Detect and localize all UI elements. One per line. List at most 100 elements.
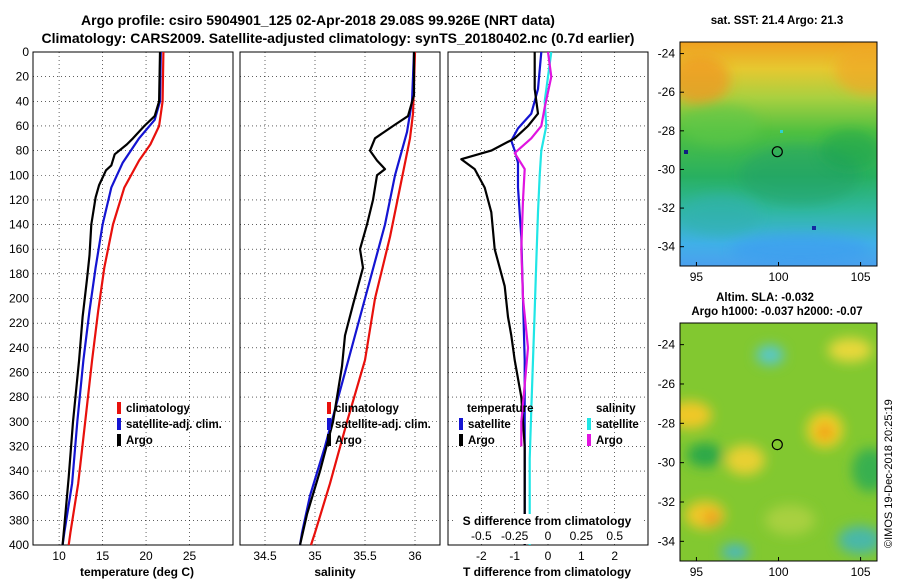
series-satellite-adj-clim- (61, 51, 162, 546)
salinity-legend: climatology satellite-adj. clim. Argo (327, 402, 431, 447)
lat-tick-label: -32 (658, 201, 676, 215)
legend-swatch-climatology (117, 402, 121, 414)
s-difference-tick-labels: -0.5 -0.25 0 0.25 0.5 (471, 529, 623, 543)
depth-tick-label: 0 (22, 45, 29, 59)
legend-swatch-t-argo (459, 434, 463, 446)
depth-tick-label: 80 (16, 144, 30, 158)
x-tick-label: 35.5 (353, 549, 377, 563)
temperature-tick-labels: 10 15 20 25 (52, 549, 196, 563)
depth-tick-label: 320 (9, 439, 29, 453)
depth-tick-labels: 0 20 40 60 80 100 120 140 160 180 200 220 240 260 280 3… (9, 45, 29, 552)
lat-tick-label: -32 (658, 495, 676, 509)
depth-tick-label: 20 (16, 70, 30, 84)
s-tick-label: 0.25 (570, 529, 594, 543)
series-s-satellite (528, 51, 553, 545)
s-tick-label: -0.5 (471, 529, 492, 543)
legend-label-climatology: climatology (335, 403, 400, 415)
series-argo (298, 52, 416, 546)
argo-location-marker (771, 439, 783, 451)
lat-tick-label: -26 (658, 85, 676, 99)
lat-tick-label: -24 (658, 47, 676, 61)
title-line-1: Argo profile: csiro 5904901_125 02-Apr-2… (81, 12, 555, 28)
series-satellite-adj-clim- (298, 51, 416, 546)
legend-label-satellite-adj: satellite-adj. clim. (335, 419, 431, 431)
x-tick-label: 20 (139, 549, 153, 563)
lon-tick-label: 105 (851, 270, 871, 284)
x-tick-label: -2 (476, 549, 487, 563)
series-t-satellite (510, 51, 543, 545)
depth-tick-label: 200 (9, 292, 29, 306)
sla-map-ticks: 95 100 105 -24 -26 -28 -30 -32 -34 (658, 338, 871, 579)
depth-tick-label: 60 (16, 119, 30, 133)
sst-map-image (680, 42, 877, 266)
depth-tick-label: 380 (9, 513, 29, 527)
lat-tick-label: -34 (658, 240, 676, 254)
lon-tick-label: 105 (851, 565, 871, 579)
difference-series (460, 51, 553, 545)
sst-map-ticks: 95 100 105 -24 -26 -28 -30 -32 -34 (658, 47, 871, 284)
depth-tick-label: 360 (9, 489, 29, 503)
legend-swatch-satellite-adj (327, 418, 331, 430)
legend-swatch-climatology (327, 402, 331, 414)
lat-tick-label: -24 (658, 338, 676, 352)
x-tick-label: 0 (545, 549, 552, 563)
difference-panel: -2 -1 0 1 2 S difference from climatology -0… (447, 51, 649, 579)
depth-tick-label: 140 (9, 218, 29, 232)
sst-map-title: sat. SST: 21.4 Argo: 21.3 (711, 15, 844, 27)
depth-tick-label: 100 (9, 168, 29, 182)
legend-label-s-satellite: satellite (596, 419, 639, 431)
depth-tick-label: 40 (16, 94, 30, 108)
lon-tick-label: 95 (690, 270, 704, 284)
salinity-x-label: salinity (314, 565, 356, 579)
s-tick-label: -0.25 (501, 529, 529, 543)
legend-title-salinity: salinity (596, 403, 636, 415)
legend-swatch-argo (327, 434, 331, 446)
title-line-2: Climatology: CARS2009. Satellite-adjuste… (42, 30, 635, 46)
x-tick-label: 25 (183, 549, 197, 563)
x-tick-label: -1 (509, 549, 520, 563)
series-s-argo (513, 51, 553, 447)
sla-map-image (680, 323, 877, 561)
temperature-panel: 0 20 40 60 80 100 120 140 160 180 200 220 240 260 280 3… (9, 45, 234, 579)
difference-tick-labels: -2 -1 0 1 2 (476, 549, 618, 563)
series-argo (61, 51, 162, 546)
series-climatology (67, 51, 165, 546)
lat-tick-label: -28 (658, 124, 676, 138)
salinity-series (298, 51, 417, 546)
difference-legend: temperature satellite Argo salinity sate… (459, 403, 639, 447)
argo-location-marker (771, 146, 783, 158)
lat-tick-label: -28 (658, 416, 676, 430)
s-tick-label: 0.5 (606, 529, 623, 543)
lat-tick-label: -26 (658, 377, 676, 391)
temperature-grid (33, 51, 233, 546)
x-tick-label: 1 (578, 549, 585, 563)
depth-tick-label: 340 (9, 464, 29, 478)
legend-label-s-argo: Argo (596, 435, 623, 447)
x-tick-label: 34.5 (253, 549, 277, 563)
legend-swatch-argo (117, 434, 121, 446)
depth-tick-label: 280 (9, 390, 29, 404)
x-tick-label: 36 (408, 549, 422, 563)
legend-swatch-s-satellite (587, 418, 591, 430)
x-tick-label: 15 (96, 549, 110, 563)
series-t-argo (460, 52, 540, 545)
legend-title-temperature: temperature (467, 403, 533, 415)
sla-map-subtitle: Argo h1000: -0.037 h2000: -0.07 (691, 306, 862, 318)
legend-swatch-t-satellite (459, 418, 463, 430)
t-difference-label: T difference from climatology (463, 565, 631, 579)
sla-map-panel: Altim. SLA: -0.032 Argo h1000: -0.037 h2… (658, 292, 878, 579)
depth-tick-label: 300 (9, 415, 29, 429)
lon-tick-label: 100 (768, 565, 788, 579)
sla-map-title: Altim. SLA: -0.032 (716, 292, 814, 304)
s-tick-label: 0 (545, 529, 552, 543)
lat-tick-label: -30 (658, 456, 676, 470)
lon-tick-label: 100 (768, 270, 788, 284)
temperature-legend: climatology satellite-adj. clim. Argo (117, 402, 222, 447)
legend-label-climatology: climatology (126, 403, 191, 415)
series-climatology (309, 51, 417, 546)
depth-tick-label: 240 (9, 341, 29, 355)
s-axis-label-box (455, 514, 641, 544)
depth-tick-label: 120 (9, 193, 29, 207)
legend-label-t-satellite: satellite (468, 419, 511, 431)
legend-swatch-s-argo (587, 434, 591, 446)
